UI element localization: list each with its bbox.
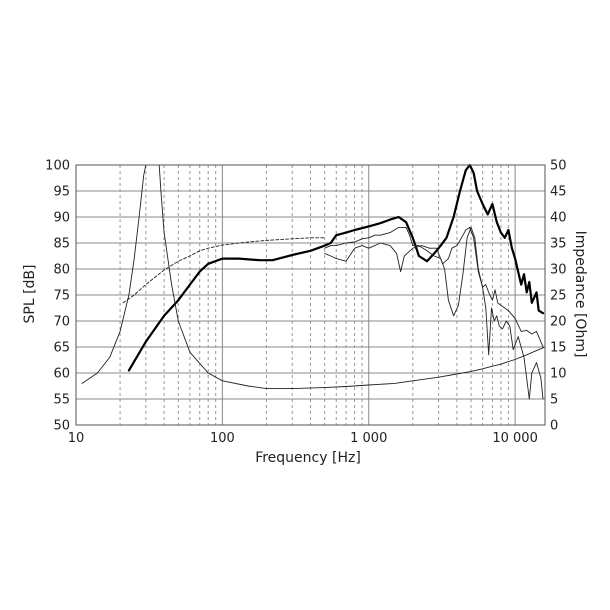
- right-tick-label: 50: [550, 159, 567, 174]
- left-tick-label: 75: [53, 289, 70, 304]
- left-tick-label: 70: [53, 315, 70, 330]
- left-axis-title: SPL [dB]: [22, 265, 38, 324]
- right-axis-title: Impedance [Ohm]: [572, 231, 588, 358]
- x-tick-label: 100: [210, 431, 235, 446]
- x-axis-title: Frequency [Hz]: [255, 450, 361, 466]
- right-tick-label: 45: [550, 185, 567, 200]
- right-tick-label: 35: [550, 237, 567, 252]
- right-axis-ticks: 0 5 10 15 20 25 30 35 40 45 50: [550, 159, 567, 434]
- x-tick-label: 10 000: [492, 431, 538, 446]
- impedance-curve-4: [81, 164, 546, 390]
- right-tick-label: 25: [550, 289, 567, 304]
- left-tick-label: 85: [53, 237, 70, 252]
- left-tick-label: 80: [53, 263, 70, 278]
- right-tick-label: 20: [550, 315, 567, 330]
- curves: [81, 163, 546, 400]
- grid: [75, 164, 545, 426]
- spl-curve-1: [324, 226, 544, 348]
- right-tick-label: 30: [550, 263, 567, 278]
- right-tick-label: 40: [550, 211, 567, 226]
- spl-curve-3: [122, 237, 326, 304]
- spl-curve-2: [324, 226, 544, 400]
- left-tick-label: 95: [53, 185, 70, 200]
- x-axis-ticks: 10 100 1 000 10 000: [68, 431, 538, 446]
- left-tick-label: 65: [53, 341, 70, 356]
- plot-frame: [75, 164, 546, 426]
- left-tick-label: 60: [53, 367, 70, 382]
- left-tick-label: 50: [53, 419, 70, 434]
- right-tick-label: 0: [550, 419, 558, 434]
- x-tick-label: 10: [68, 431, 85, 446]
- spl-curve-0: [127, 163, 545, 372]
- x-tick-label: 1 000: [350, 431, 387, 446]
- right-tick-label: 10: [550, 367, 567, 382]
- left-tick-label: 100: [45, 159, 70, 174]
- right-tick-label: 5: [550, 393, 558, 408]
- left-tick-label: 55: [53, 393, 70, 408]
- right-tick-label: 15: [550, 341, 567, 356]
- left-axis-ticks: 50 55 60 65 70 75 80 85 90 95 100: [45, 159, 70, 434]
- left-tick-label: 90: [53, 211, 70, 226]
